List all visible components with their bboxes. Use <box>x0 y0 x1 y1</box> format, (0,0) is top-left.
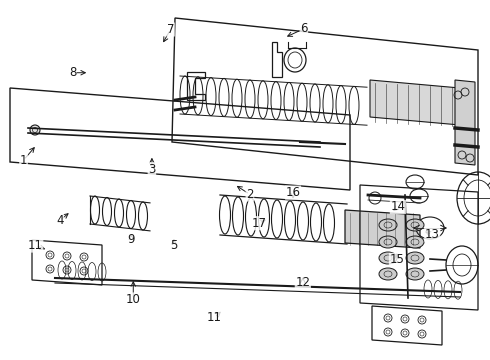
Polygon shape <box>345 210 420 248</box>
Text: 7: 7 <box>167 23 174 36</box>
Text: 10: 10 <box>126 293 141 306</box>
Ellipse shape <box>406 219 424 231</box>
Text: 8: 8 <box>69 66 76 79</box>
Text: 13: 13 <box>425 228 440 241</box>
Text: 1: 1 <box>20 154 27 167</box>
Text: 16: 16 <box>286 186 300 199</box>
Ellipse shape <box>379 236 397 248</box>
Text: 4: 4 <box>56 214 64 227</box>
Text: 12: 12 <box>295 276 310 289</box>
Text: 6: 6 <box>300 22 308 35</box>
Text: 3: 3 <box>148 163 156 176</box>
Ellipse shape <box>379 268 397 280</box>
Text: 17: 17 <box>251 217 266 230</box>
Text: 9: 9 <box>127 233 135 246</box>
Text: 15: 15 <box>390 253 404 266</box>
Polygon shape <box>455 80 475 165</box>
Ellipse shape <box>406 268 424 280</box>
Text: 5: 5 <box>170 239 178 252</box>
Ellipse shape <box>379 219 397 231</box>
Text: 11: 11 <box>28 239 43 252</box>
Ellipse shape <box>406 236 424 248</box>
Text: 2: 2 <box>246 188 254 201</box>
Text: 14: 14 <box>391 201 405 213</box>
Ellipse shape <box>379 252 397 264</box>
Ellipse shape <box>30 125 40 135</box>
Ellipse shape <box>406 252 424 264</box>
Text: 11: 11 <box>207 311 222 324</box>
Polygon shape <box>370 80 460 125</box>
